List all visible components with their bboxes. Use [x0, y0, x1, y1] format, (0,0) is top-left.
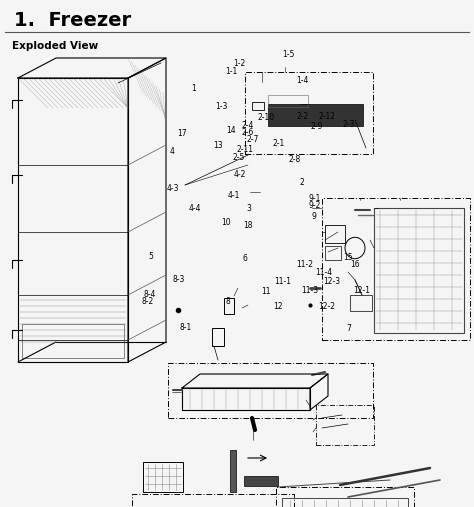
- Text: 8-1: 8-1: [179, 322, 191, 332]
- Bar: [268, 104, 363, 126]
- Text: 9: 9: [311, 212, 316, 221]
- Bar: [350, 295, 372, 311]
- Text: 10: 10: [221, 218, 231, 227]
- Text: 2-5: 2-5: [232, 153, 245, 162]
- Text: 9-1: 9-1: [309, 194, 321, 203]
- Text: 3: 3: [246, 204, 251, 213]
- Text: 5: 5: [148, 251, 153, 261]
- Text: 12: 12: [273, 302, 283, 311]
- Text: 9-2: 9-2: [309, 201, 321, 210]
- Bar: [230, 450, 236, 492]
- Text: 2: 2: [300, 177, 304, 187]
- Bar: [268, 95, 308, 107]
- Text: 4-3: 4-3: [167, 184, 179, 193]
- Text: 1-5: 1-5: [282, 50, 294, 59]
- Bar: [244, 476, 278, 486]
- Bar: [374, 208, 464, 333]
- Text: 13: 13: [213, 140, 222, 150]
- Text: 8-2: 8-2: [142, 297, 154, 306]
- Text: 1.  Freezer: 1. Freezer: [14, 11, 131, 29]
- Text: 2-11: 2-11: [237, 145, 254, 154]
- Text: 4-2: 4-2: [233, 170, 246, 179]
- Text: 14: 14: [226, 126, 236, 135]
- Text: 11-3: 11-3: [301, 286, 319, 295]
- Text: 1-2: 1-2: [234, 59, 246, 68]
- Text: 2-3: 2-3: [342, 120, 355, 129]
- Text: Exploded View: Exploded View: [12, 41, 98, 51]
- Text: 2-9: 2-9: [311, 122, 323, 131]
- Text: 6: 6: [243, 254, 247, 263]
- Text: 1-1: 1-1: [226, 67, 238, 77]
- Text: 12-3: 12-3: [323, 277, 340, 286]
- Bar: [245, 72, 373, 154]
- Bar: [252, 102, 264, 110]
- Bar: [276, 487, 414, 507]
- Bar: [282, 498, 408, 507]
- Bar: [224, 298, 234, 314]
- Text: 8-4: 8-4: [144, 290, 156, 299]
- Text: 8: 8: [226, 297, 230, 306]
- Text: 8-3: 8-3: [173, 275, 185, 284]
- Text: 4-4: 4-4: [189, 204, 201, 213]
- Text: 12-2: 12-2: [318, 302, 335, 311]
- Text: 1: 1: [191, 84, 196, 93]
- Bar: [132, 494, 294, 507]
- Text: 17: 17: [177, 129, 186, 138]
- Text: 2-6: 2-6: [242, 128, 254, 137]
- Bar: [322, 198, 470, 340]
- Text: 11-4: 11-4: [315, 268, 332, 277]
- Bar: [143, 462, 183, 492]
- Bar: [168, 363, 373, 418]
- Text: 15: 15: [343, 252, 353, 262]
- Text: 2-8: 2-8: [288, 155, 301, 164]
- Text: 4-1: 4-1: [228, 191, 240, 200]
- Text: 2-7: 2-7: [247, 135, 259, 144]
- Text: 11-1: 11-1: [274, 277, 291, 286]
- Text: 2-1: 2-1: [272, 139, 284, 148]
- Text: 2-10: 2-10: [257, 113, 274, 122]
- Text: 2-2: 2-2: [297, 112, 309, 121]
- Text: 2-12: 2-12: [319, 112, 336, 121]
- Text: 11: 11: [261, 286, 271, 296]
- Bar: [325, 225, 345, 243]
- Bar: [22, 324, 124, 358]
- Bar: [316, 405, 374, 445]
- Text: 2-4: 2-4: [242, 121, 254, 130]
- Text: 1-3: 1-3: [215, 102, 227, 111]
- Text: 11-2: 11-2: [296, 260, 313, 269]
- Text: 18: 18: [243, 221, 253, 230]
- Text: 1-4: 1-4: [296, 76, 308, 85]
- Text: 12-1: 12-1: [353, 286, 370, 295]
- Text: 7: 7: [346, 323, 351, 333]
- Text: 4: 4: [170, 147, 174, 156]
- Bar: [212, 328, 224, 346]
- Text: 16: 16: [350, 260, 359, 269]
- Bar: [325, 246, 341, 260]
